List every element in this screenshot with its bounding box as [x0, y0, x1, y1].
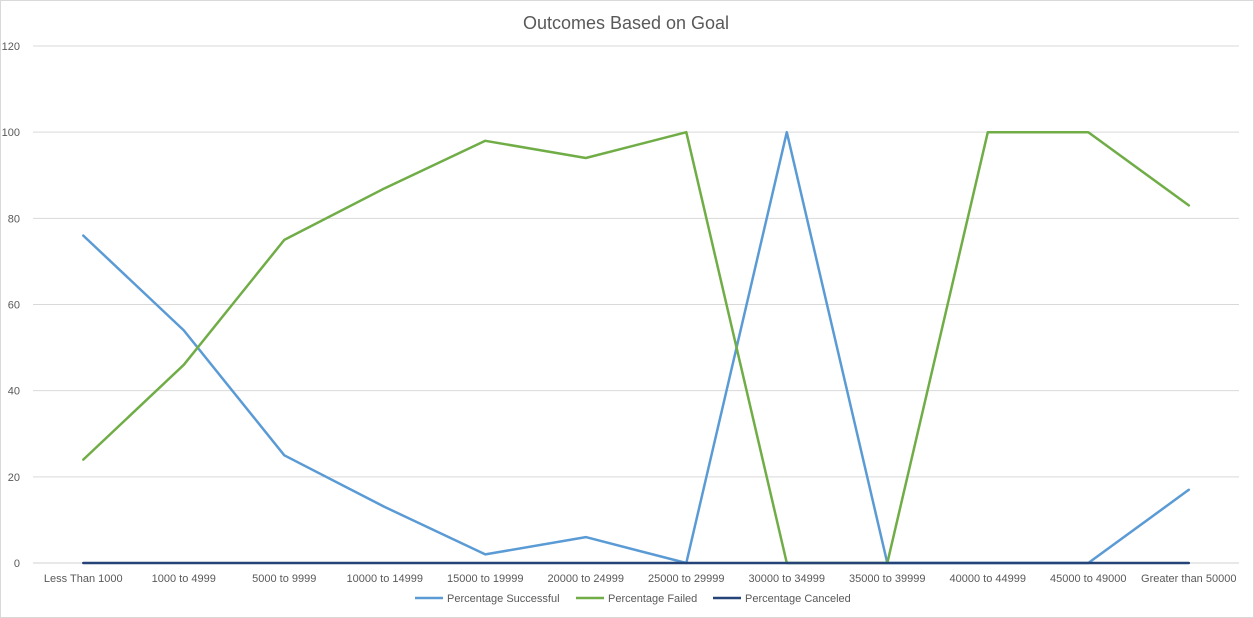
series-line-percentage-successful — [82, 130, 1191, 565]
y-tick-label: 80 — [8, 213, 20, 225]
x-axis-ticks: Less Than 1000 1000 to 4999 5000 to 9999 10… — [44, 573, 1237, 585]
x-tick-label: 10000 to 14999 — [347, 573, 423, 585]
legend-label-percentage-successful: Percentage Successful — [447, 593, 560, 605]
x-tick-label: 35000 to 39999 — [849, 573, 925, 585]
x-tick-label: 30000 to 34999 — [749, 573, 825, 585]
y-tick-label: 120 — [2, 41, 20, 53]
x-tick-label: 1000 to 4999 — [152, 573, 216, 585]
gridlines — [33, 45, 1239, 564]
x-tick-label: 45000 to 49000 — [1050, 573, 1126, 585]
x-tick-label: 20000 to 24999 — [548, 573, 624, 585]
x-tick-label: 40000 to 44999 — [950, 573, 1026, 585]
series-lines — [82, 130, 1191, 565]
chart-title: Outcomes Based on Goal — [523, 13, 729, 33]
x-tick-label: Less Than 1000 — [44, 573, 123, 585]
y-tick-label: 40 — [8, 386, 20, 398]
y-tick-label: 100 — [2, 127, 20, 139]
y-tick-label: 0 — [14, 558, 20, 570]
x-tick-label: 25000 to 29999 — [648, 573, 724, 585]
legend-label-percentage-canceled: Percentage Canceled — [745, 593, 851, 605]
x-tick-label: 15000 to 19999 — [447, 573, 523, 585]
legend-label-percentage-failed: Percentage Failed — [608, 593, 697, 605]
y-axis-ticks: 0 20 40 60 80 100 120 — [2, 41, 20, 570]
series-line-percentage-failed — [82, 130, 1191, 565]
y-tick-label: 20 — [8, 472, 20, 484]
legend: Percentage Successful Percentage Failed Pe… — [415, 593, 851, 605]
x-tick-label: 5000 to 9999 — [252, 573, 316, 585]
x-tick-label: Greater than 50000 — [1141, 573, 1236, 585]
y-tick-label: 60 — [8, 300, 20, 312]
